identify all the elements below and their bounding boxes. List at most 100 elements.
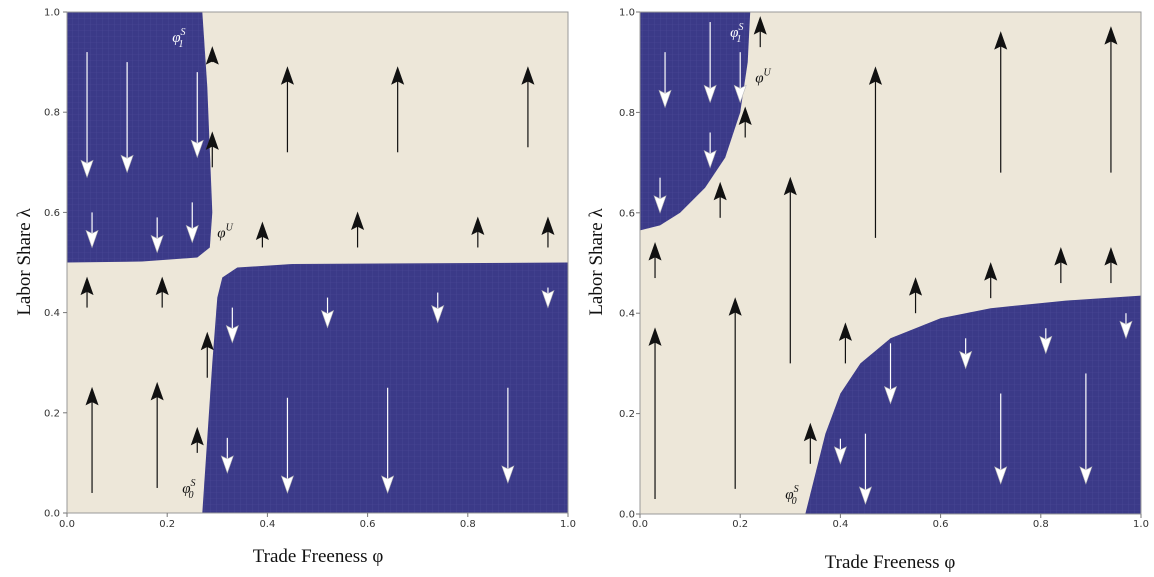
down-arrow bbox=[959, 338, 973, 370]
up-arrow bbox=[200, 331, 214, 378]
down-arrow bbox=[150, 217, 164, 254]
down-arrow bbox=[733, 52, 747, 104]
up-arrow bbox=[994, 31, 1008, 173]
down-arrow bbox=[190, 72, 204, 159]
up-arrow bbox=[351, 211, 365, 248]
up-arrow bbox=[205, 131, 219, 168]
y-tick-label: 0.2 bbox=[619, 409, 635, 420]
y-tick-label: 0.2 bbox=[44, 408, 60, 419]
curve-label: φS 0 bbox=[785, 484, 798, 507]
up-arrow bbox=[728, 297, 742, 489]
up-arrow bbox=[984, 262, 998, 299]
y-tick-label: 0.6 bbox=[44, 208, 60, 219]
down-arrow bbox=[858, 433, 872, 505]
y-tick-label: 0.8 bbox=[44, 108, 60, 119]
right-phase-diagram: Labor Share λ Trade Freeness φ 0.0 0.2 0.4… bbox=[586, 8, 1149, 574]
top-left-region-texture bbox=[640, 12, 751, 231]
down-arrow bbox=[320, 297, 335, 329]
up-arrow bbox=[738, 106, 752, 138]
up-arrow bbox=[521, 66, 535, 148]
y-tick-label: 1.0 bbox=[44, 8, 60, 19]
up-arrow bbox=[648, 242, 662, 279]
down-arrow bbox=[185, 202, 199, 244]
up-arrow bbox=[541, 216, 555, 248]
x-tick-label: 0.2 bbox=[159, 519, 175, 530]
x-tick-label: 0.8 bbox=[460, 519, 476, 530]
down-arrow bbox=[653, 177, 667, 214]
down-arrow bbox=[1119, 313, 1133, 340]
down-arrow bbox=[280, 397, 294, 494]
up-arrow bbox=[190, 426, 204, 453]
curve-label: φU bbox=[217, 222, 233, 241]
down-arrow bbox=[883, 343, 898, 405]
up-arrow bbox=[80, 276, 94, 308]
up-arrow bbox=[280, 66, 294, 153]
y-tick-label: 0.4 bbox=[619, 309, 635, 320]
down-arrow bbox=[833, 438, 847, 465]
up-arrow bbox=[868, 66, 883, 238]
up-arrow bbox=[205, 46, 219, 65]
y-tick-label: 0.6 bbox=[619, 208, 635, 219]
down-arrow bbox=[703, 22, 717, 104]
right-x-axis-label: Trade Freeness φ bbox=[825, 552, 956, 573]
y-tick-label: 0.0 bbox=[44, 509, 60, 520]
x-tick-label: 0.6 bbox=[933, 519, 949, 530]
down-arrow bbox=[1039, 328, 1053, 355]
left-x-axis-label: Trade Freeness φ bbox=[253, 546, 384, 567]
up-arrow bbox=[803, 422, 817, 464]
x-tick-label: 0.2 bbox=[732, 519, 748, 530]
up-arrow bbox=[255, 221, 269, 248]
down-arrow bbox=[225, 307, 239, 344]
up-arrow bbox=[150, 381, 164, 488]
x-tick-label: 1.0 bbox=[560, 519, 576, 530]
x-tick-label: 0.8 bbox=[1033, 519, 1049, 530]
down-arrow bbox=[501, 387, 515, 484]
down-arrow bbox=[80, 52, 94, 179]
curve-label: φU bbox=[755, 67, 771, 86]
up-arrow bbox=[838, 322, 852, 364]
down-arrow bbox=[381, 387, 395, 494]
up-arrow bbox=[909, 277, 923, 314]
x-tick-label: 0.6 bbox=[360, 519, 376, 530]
up-arrow bbox=[1104, 26, 1118, 173]
up-arrow bbox=[155, 276, 169, 308]
down-arrow bbox=[658, 52, 672, 109]
down-arrow bbox=[220, 437, 234, 474]
left-phase-diagram: Labor Share λ Trade Freeness φ 0.0 0.2 0.4… bbox=[14, 8, 576, 568]
down-arrow bbox=[431, 292, 445, 324]
bottom-right-region-texture bbox=[805, 295, 1141, 514]
x-tick-label: 0.4 bbox=[259, 519, 275, 530]
up-arrow bbox=[648, 327, 662, 499]
up-arrow bbox=[1054, 247, 1068, 284]
down-arrow bbox=[85, 212, 99, 249]
y-tick-label: 1.0 bbox=[619, 8, 635, 19]
right-y-axis-label: Labor Share λ bbox=[586, 208, 607, 316]
plot-frame bbox=[66, 11, 569, 514]
x-tick-label: 0.4 bbox=[832, 519, 848, 530]
top-left-region-texture bbox=[67, 12, 213, 263]
x-tick-label: 1.0 bbox=[1133, 519, 1149, 530]
x-tick-label: 0.0 bbox=[632, 519, 648, 530]
up-arrow bbox=[753, 16, 767, 48]
up-arrow bbox=[391, 66, 405, 153]
curve-label: φS 1 bbox=[172, 27, 185, 50]
curve-label: φS 1 bbox=[730, 22, 743, 45]
x-tick-label: 0.0 bbox=[59, 519, 75, 530]
down-arrow bbox=[1079, 373, 1093, 485]
plot-frame bbox=[639, 11, 1142, 515]
up-arrow bbox=[85, 386, 99, 493]
curve-label: φS 0 bbox=[182, 478, 195, 501]
y-tick-label: 0.0 bbox=[619, 510, 635, 521]
y-tick-label: 0.4 bbox=[44, 308, 60, 319]
bottom-right-region-texture bbox=[202, 262, 569, 513]
down-arrow bbox=[703, 132, 717, 169]
up-arrow bbox=[471, 216, 485, 248]
left-y-axis-label: Labor Share λ bbox=[14, 208, 35, 316]
down-arrow bbox=[541, 287, 555, 309]
up-arrow bbox=[783, 176, 797, 364]
y-tick-label: 0.8 bbox=[619, 108, 635, 119]
up-arrow bbox=[1104, 247, 1118, 284]
down-arrow bbox=[120, 62, 134, 174]
down-arrow bbox=[994, 393, 1008, 485]
